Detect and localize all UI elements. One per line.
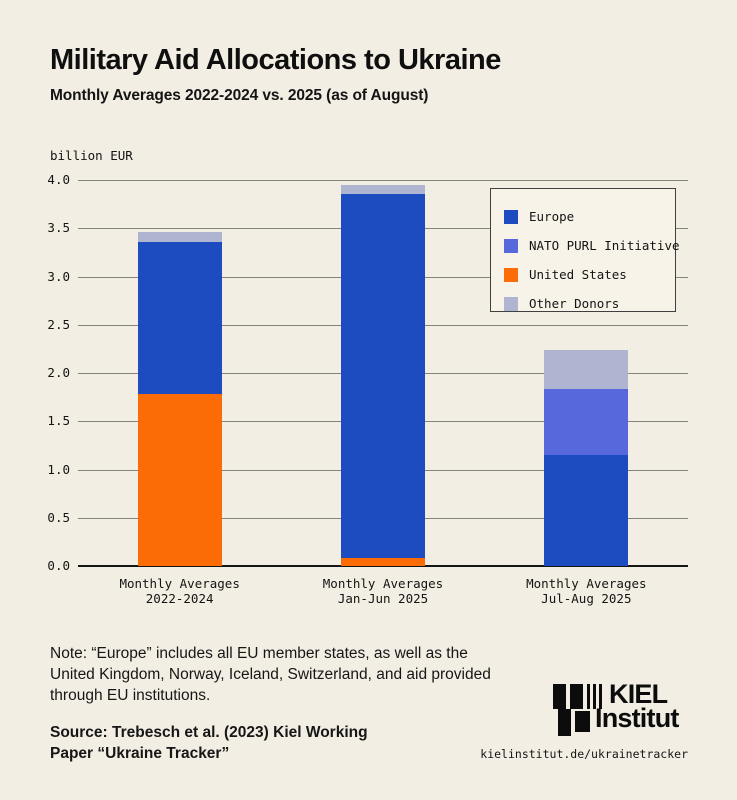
legend-item-united-states: United States xyxy=(504,260,675,289)
chart-legend: Europe NATO PURL Initiative United States O… xyxy=(490,188,680,312)
y-tick-label: 3.5 xyxy=(47,220,70,236)
y-tick-label: 1.0 xyxy=(47,461,70,477)
legend-item-nato-purl-initiative: NATO PURL Initiative xyxy=(504,231,680,260)
y-tick-label: 2.0 xyxy=(47,365,70,380)
x-tick-label: Monthly Averages Jul-Aug 2025 xyxy=(526,576,647,606)
bar-segment-other-donors xyxy=(341,184,425,195)
bar-segment-other-donors xyxy=(544,349,629,390)
legend-label: Europe xyxy=(529,209,575,224)
footnote-line: Note: “Europe” includes all EU member st… xyxy=(50,645,468,662)
kiel-logo-mark-icon xyxy=(553,684,602,736)
page-title: Military Aid Allocations to Ukraine xyxy=(50,44,501,76)
bar-segment-other-donors xyxy=(137,232,222,242)
footnote-line: through EU institutions. xyxy=(50,687,211,704)
legend-label: United States xyxy=(529,267,627,282)
bar-segment-nato-purl-initiative xyxy=(544,389,629,455)
bar-segment-europe xyxy=(341,194,425,559)
tracker-url: kielinstitut.de/ukrainetracker xyxy=(480,747,688,761)
kiel-institut-logo: KIEL Institut xyxy=(553,679,693,736)
legend-label: NATO PURL Initiative xyxy=(529,238,680,253)
source-line: Source: Trebesch et al. (2023) Kiel Work… xyxy=(50,724,368,741)
bar-segment-united-states xyxy=(137,394,222,566)
y-tick-label: 0.0 xyxy=(47,558,70,573)
gridline xyxy=(78,180,688,181)
bar-segment-europe xyxy=(137,241,222,395)
bar-segment-united-states xyxy=(341,558,425,566)
legend-label: Other Donors xyxy=(529,296,620,311)
y-tick-label: 3.0 xyxy=(47,268,70,284)
legend-swatch-icon xyxy=(504,209,518,224)
y-tick-label: 1.5 xyxy=(47,413,70,429)
legend-swatch-icon xyxy=(504,238,518,253)
bar-segment-europe xyxy=(544,455,629,566)
legend-swatch-icon xyxy=(504,267,518,282)
footnote: Note: “Europe” includes all EU member st… xyxy=(50,643,491,706)
x-axis-line xyxy=(78,565,688,567)
legend-item-other-donors: Other Donors xyxy=(504,289,675,318)
y-tick-label: 4.0 xyxy=(47,172,70,187)
y-axis-unit-label: billion EUR xyxy=(50,148,133,163)
legend-swatch-icon xyxy=(504,296,518,311)
x-tick-label: Monthly Averages Jan-Jun 2025 xyxy=(322,576,444,606)
page-subtitle: Monthly Averages 2022-2024 vs. 2025 (as … xyxy=(50,87,429,104)
footnote-line: United Kingdom, Norway, Iceland, Switzer… xyxy=(50,666,491,683)
legend-items: Europe NATO PURL Initiative United States O… xyxy=(504,202,680,318)
x-tick-label: Monthly Averages 2022-2024 xyxy=(119,576,240,606)
y-tick-label: 2.5 xyxy=(47,316,70,332)
y-tick-label: 0.5 xyxy=(47,509,70,525)
legend-item-europe: Europe xyxy=(504,202,675,231)
source-credit: Source: Trebesch et al. (2023) Kiel Work… xyxy=(50,722,368,764)
kiel-logo-wordmark-line1: KIEL xyxy=(609,679,668,709)
source-line: Paper “Ukraine Tracker” xyxy=(50,745,230,762)
kiel-logo-wordmark-line2: Institut xyxy=(595,703,679,733)
